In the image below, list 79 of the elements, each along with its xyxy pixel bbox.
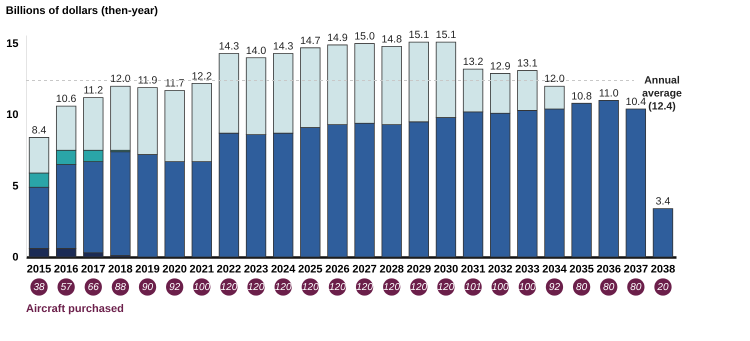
x-tick-label: 2024: [270, 264, 296, 276]
total-label: 10.8: [571, 90, 592, 102]
total-label: 14.3: [218, 40, 240, 52]
bar: [598, 100, 619, 258]
x-tick-label: 2023: [244, 264, 268, 276]
x-tick-label: 2036: [596, 264, 621, 276]
y-tick-label: 10: [6, 109, 18, 122]
chart-title: Billions of dollars (then-year): [6, 5, 158, 18]
bar: [652, 208, 674, 258]
y-tick-label: 0: [12, 252, 18, 264]
text: 120: [274, 282, 292, 293]
text: 66: [88, 282, 100, 293]
x-tick-label: 2029: [406, 264, 432, 276]
x-tick-label: 2022: [216, 264, 242, 276]
text: Aircraft purchased: [26, 303, 124, 315]
text: 120: [438, 282, 455, 293]
x-tick-label: 2032: [488, 264, 512, 276]
total-label: 15.1: [436, 29, 456, 42]
x-tick-label: 2033: [515, 264, 540, 276]
x-tick-label: 2017: [81, 264, 106, 276]
text: 100: [492, 282, 509, 293]
text: 120: [329, 282, 346, 293]
text: 120: [383, 282, 400, 293]
x-tick-label: 2028: [379, 264, 404, 276]
x-tick-label: 2016: [54, 264, 78, 276]
total-label: 11.0: [598, 87, 619, 100]
total-label: 12.9: [490, 60, 511, 72]
total-label: 15.0: [354, 30, 375, 43]
total-label: 8.4: [32, 124, 46, 136]
text: 120: [356, 282, 374, 293]
text: 92: [169, 282, 181, 293]
bar: [626, 108, 646, 258]
total-label: 13.2: [462, 56, 484, 68]
x-tick-label: 2031: [460, 264, 486, 276]
x-tick-label: 2038: [650, 264, 676, 276]
text: 100: [193, 282, 211, 293]
total-label: 14.9: [327, 32, 348, 44]
total-label: 3.4: [656, 196, 670, 208]
text: 20: [656, 282, 669, 293]
x-tick-label: 2037: [624, 264, 648, 276]
total-label: 12.2: [192, 70, 212, 82]
text: 101: [464, 282, 482, 293]
x-tick-label: 2034: [542, 264, 568, 276]
total-label: 12.0: [544, 73, 565, 86]
x-tick-label: 2021: [190, 264, 214, 276]
x-tick-label: 2027: [352, 264, 377, 276]
text: 57: [60, 282, 72, 293]
text: 120: [302, 282, 320, 293]
x-tick-label: 2020: [162, 264, 187, 276]
text: 120: [248, 282, 265, 293]
total-label: 10.6: [56, 93, 77, 106]
x-tick-label: 2015: [26, 264, 52, 276]
text: 100: [518, 282, 536, 293]
text: 92: [548, 282, 560, 293]
total-label: 14.7: [300, 34, 321, 47]
total-label: 14.0: [246, 44, 266, 57]
x-tick-label: 2035: [569, 264, 594, 276]
y-tick-label: 15: [6, 38, 18, 50]
text: 90: [142, 282, 154, 293]
total-label: 10.4: [626, 96, 646, 108]
x-tick-label: 2019: [135, 264, 160, 276]
text: 80: [603, 282, 615, 293]
y-tick-label: 5: [12, 180, 18, 192]
bar: [571, 102, 592, 258]
text: 38: [33, 282, 46, 293]
total-label: 14.3: [272, 40, 294, 52]
x-tick-label: 2018: [108, 264, 133, 276]
text: 120: [220, 282, 238, 293]
text: 120: [410, 282, 428, 293]
total-label: 14.8: [381, 33, 402, 46]
x-tick-label: 2025: [298, 264, 323, 276]
text: 80: [576, 282, 588, 293]
x-tick-label: 2030: [434, 264, 458, 276]
text: 88: [114, 282, 126, 293]
x-tick-label: 2026: [325, 264, 350, 276]
total-label: 13.1: [517, 58, 538, 70]
total-label: 11.2: [83, 84, 104, 97]
total-label: 15.1: [408, 29, 430, 42]
text: 80: [630, 282, 642, 293]
